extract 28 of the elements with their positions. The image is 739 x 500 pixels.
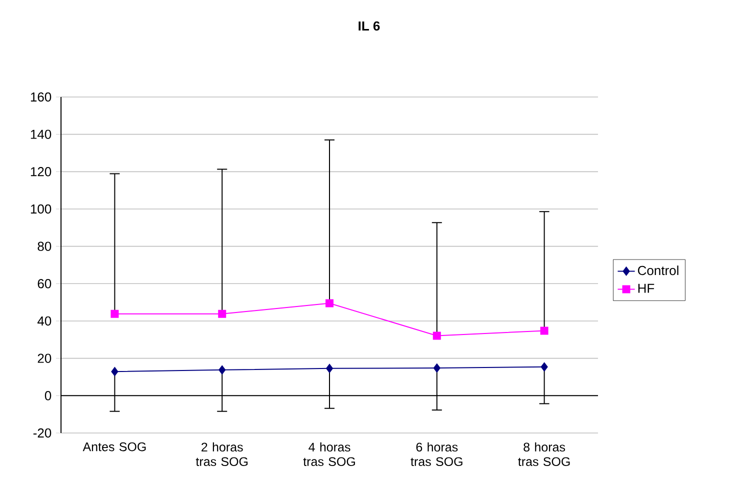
point	[433, 364, 440, 373]
point	[432, 332, 441, 340]
y-tick-label: 40	[37, 316, 52, 326]
point	[218, 310, 226, 318]
x-tick-label: 2 horas tras SOG	[196, 442, 248, 466]
point	[540, 362, 548, 372]
y-tick-label: 140	[30, 130, 52, 139]
y-tick-label: 80	[38, 242, 52, 251]
point	[326, 364, 333, 373]
y-tick-label: 60	[38, 279, 52, 288]
y-tick-label: 100	[30, 204, 52, 214]
point	[326, 299, 334, 308]
y-tick-label: 0	[44, 391, 52, 400]
point	[111, 367, 118, 376]
point	[110, 310, 119, 318]
y-tick-label: 120	[30, 167, 52, 176]
y-tick-label: -20	[33, 428, 52, 438]
x-tick-label: 8 horas tras SOG	[518, 442, 570, 466]
legend-label: HF	[638, 284, 654, 293]
y-tick-label: 20	[38, 354, 52, 363]
point	[218, 365, 226, 374]
y-tick-label: 160	[30, 92, 52, 102]
legend-label: Control	[638, 266, 678, 276]
x-tick-label: 4 horas tras SOG	[303, 442, 355, 466]
point	[540, 326, 548, 335]
x-tick-label: 6 horas tras SOG	[410, 442, 462, 466]
x-tick-label: Antes SOG	[82, 442, 146, 452]
chart-title: IL 6	[358, 21, 380, 31]
